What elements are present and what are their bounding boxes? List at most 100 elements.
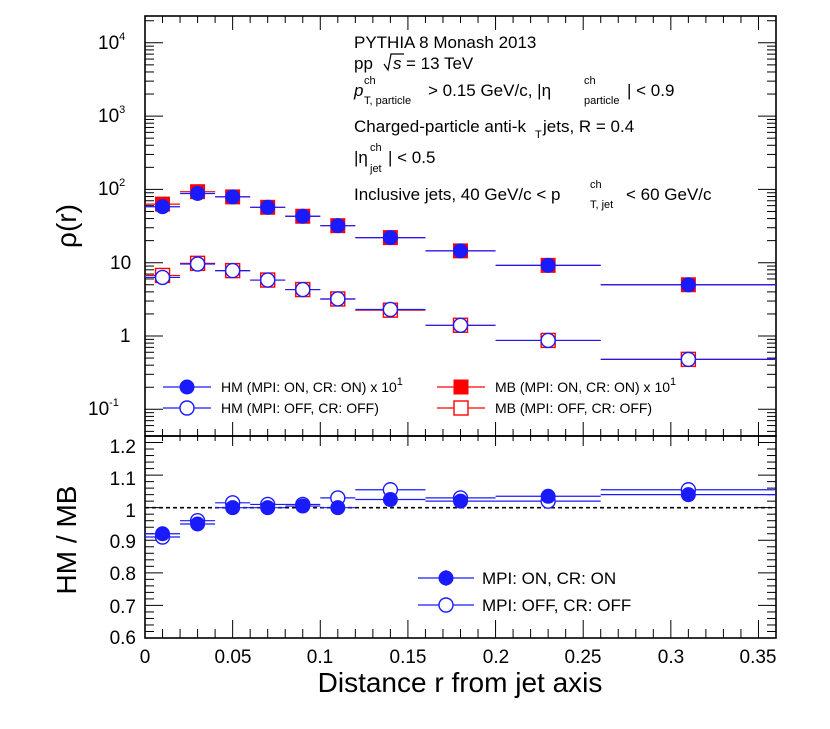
data-point [295, 208, 311, 224]
data-point [330, 291, 346, 307]
series-filled-circle-on [145, 185, 776, 293]
legend-item-mpi-off: MPI: OFF, CR: OFF [418, 596, 631, 615]
y-tick-1e-1: 10-1 [88, 397, 119, 420]
svg-text:MPI: ON, CR: ON: MPI: ON, CR: ON [482, 569, 616, 588]
legend-filled-square-marker [453, 379, 469, 395]
ratio-point [540, 488, 556, 504]
top-y-tick-labels: 104 103 102 10 1 10-1 [88, 31, 131, 420]
legend-open-circle-marker [438, 597, 454, 613]
data-point [190, 185, 206, 201]
x-tick-0-35: 0.35 [740, 647, 777, 668]
y-tick-0-6: 0.6 [110, 628, 136, 649]
legend-item-mb-on: MB (MPI: ON, CR: ON) x 101 [437, 376, 676, 395]
bottom-y-axis-title: HM / MB [51, 486, 82, 595]
svg-text:ch: ch [590, 179, 602, 191]
svg-text:| < 0.5: | < 0.5 [388, 148, 435, 167]
ratio-point [155, 526, 171, 542]
pt-cut-label: p ch T, particle > 0.15 GeV/c, |η ch par… [353, 75, 674, 107]
x-tick-labels: 0 0.05 0.1 0.15 0.2 0.25 0.3 0.35 [140, 647, 777, 668]
ratio-point [382, 492, 398, 508]
top-panel-frame [144, 15, 777, 437]
legend-item-mpi-on: MPI: ON, CR: ON [418, 569, 616, 588]
y-tick-1: 1 [120, 326, 131, 347]
svg-text:MPI: OFF, CR: OFF: MPI: OFF, CR: OFF [482, 596, 631, 615]
svg-text:s: s [393, 54, 402, 73]
x-tick-0-1: 0.1 [307, 647, 333, 668]
legend-item-hm-on: HM (MPI: ON, CR: ON) x 101 [163, 376, 403, 395]
legend-item-hm-off: HM (MPI: OFF, CR: OFF) [163, 400, 379, 416]
sqrt-symbol [383, 53, 404, 72]
ratio-point [330, 500, 346, 516]
data-point [330, 218, 346, 234]
svg-text:|η: |η [354, 148, 368, 167]
jet-eta-label: |η ch jet | < 0.5 [354, 142, 435, 175]
y-tick-10: 10 [110, 253, 131, 274]
data-point [225, 189, 241, 205]
svg-text:< 60 GeV/c: < 60 GeV/c [626, 185, 712, 204]
data-point [680, 351, 697, 368]
svg-text:Inclusive jets, 40 GeV/c < p: Inclusive jets, 40 GeV/c < p [354, 185, 560, 204]
svg-text:ch: ch [584, 75, 596, 87]
ratio-point [260, 500, 276, 516]
series-open-circle-off [145, 256, 776, 368]
svg-text:= 13 TeV: = 13 TeV [406, 54, 474, 73]
data-point [224, 262, 241, 279]
svg-text:T, jet: T, jet [590, 199, 613, 211]
legend-open-circle-marker [179, 400, 195, 416]
data-point [295, 281, 311, 298]
legend-filled-circle-marker [438, 570, 454, 586]
data-point [154, 269, 171, 286]
x-tick-0-15: 0.15 [390, 647, 427, 668]
data-point [540, 332, 556, 349]
top-y-axis-title: ρ(r) [51, 204, 82, 248]
data-marks [145, 184, 776, 545]
ratio-point [190, 516, 206, 532]
legend-open-square-marker [453, 400, 469, 416]
svg-text:> 0.15 GeV/c, |η: > 0.15 GeV/c, |η [428, 81, 551, 100]
axis-ticks [144, 16, 777, 639]
legend-filled-circle-marker [179, 379, 195, 395]
data-point [453, 243, 468, 259]
legend-item-mb-off: MB (MPI: OFF, CR: OFF) [437, 400, 652, 416]
svg-text:MB (MPI: ON, CR: ON) x 101: MB (MPI: ON, CR: ON) x 101 [495, 376, 676, 395]
y-tick-0-7: 0.7 [110, 597, 136, 618]
ratio-point [295, 498, 311, 514]
svg-text:jets, R = 0.4: jets, R = 0.4 [542, 117, 634, 136]
data-point [259, 272, 276, 288]
svg-text:HM (MPI: OFF, CR: OFF): HM (MPI: OFF, CR: OFF) [221, 400, 379, 416]
data-point [189, 256, 206, 272]
svg-text:T, particle: T, particle [364, 95, 411, 107]
bottom-legend: MPI: ON, CR: ON MPI: OFF, CR: OFF [418, 569, 631, 615]
data-point [382, 230, 398, 246]
y-tick-1e3: 103 [98, 104, 125, 127]
y-tick-1: 1 [125, 501, 136, 522]
bottom-panel-frame [144, 435, 777, 639]
y-tick-0-8: 0.8 [110, 564, 136, 585]
bottom-y-tick-labels: 0.6 0.7 0.8 0.9 1 1.1 1.2 [110, 437, 136, 649]
y-tick-1e2: 102 [98, 177, 125, 200]
svg-text:ch: ch [370, 142, 382, 154]
data-point [452, 317, 469, 333]
plot-annotations: PYTHIA 8 Monash 2013 pp s = 13 TeV p ch … [353, 33, 712, 211]
energy-label: pp s = 13 TeV [354, 53, 474, 73]
generator-label: PYTHIA 8 Monash 2013 [354, 33, 536, 52]
svg-text:Charged-particle anti-k: Charged-particle anti-k [354, 117, 526, 136]
svg-text:| < 0.9: | < 0.9 [627, 81, 674, 100]
y-tick-1-1: 1.1 [110, 469, 136, 490]
svg-text:pp: pp [354, 54, 373, 73]
svg-text:ch: ch [364, 75, 376, 87]
data-point [382, 301, 399, 318]
data-point [260, 199, 276, 215]
jet-pt-range-label: Inclusive jets, 40 GeV/c < p ch T, jet <… [354, 179, 712, 211]
svg-text:jet: jet [369, 163, 382, 175]
y-tick-1-2: 1.2 [110, 437, 136, 458]
x-tick-0: 0 [140, 647, 151, 668]
ratio-series-open-circle [145, 482, 776, 545]
data-point [680, 277, 696, 293]
ratio-series-filled-circle [145, 487, 776, 542]
data-point [155, 199, 171, 215]
jet-definition-label: Charged-particle anti-k T jets, R = 0.4 [354, 117, 634, 141]
y-tick-0-9: 0.9 [110, 532, 136, 553]
x-tick-0-2: 0.2 [483, 647, 509, 668]
x-tick-0-25: 0.25 [565, 647, 602, 668]
